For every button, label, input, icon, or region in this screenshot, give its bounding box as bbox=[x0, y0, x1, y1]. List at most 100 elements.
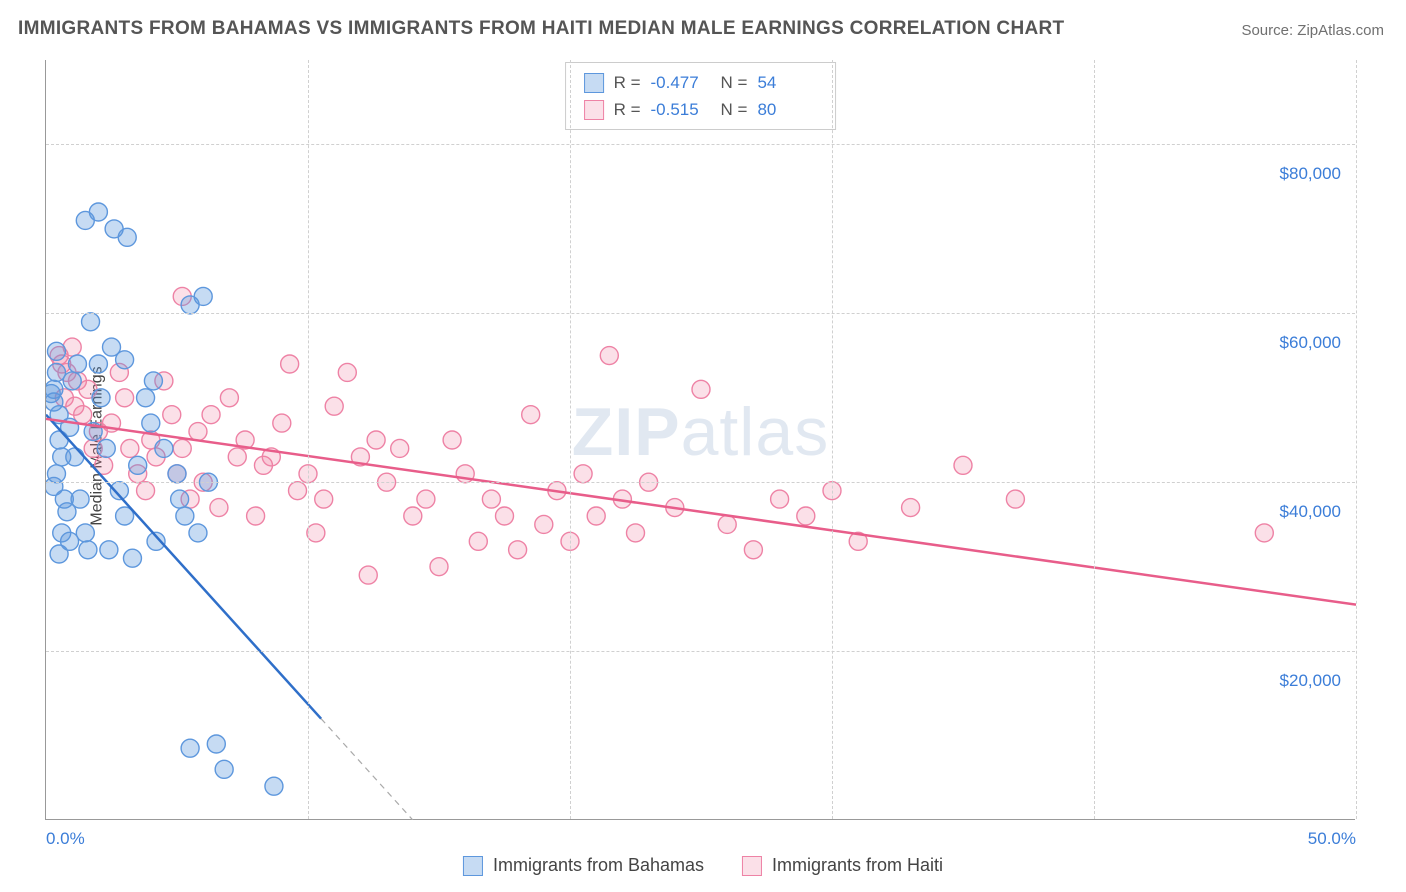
data-point bbox=[76, 524, 94, 542]
data-point bbox=[63, 372, 81, 390]
legend-row-haiti: R = -0.515 N = 80 bbox=[584, 96, 818, 123]
data-point bbox=[89, 355, 107, 373]
y-tick-label: $20,000 bbox=[1280, 671, 1341, 691]
data-point bbox=[307, 524, 325, 542]
data-point bbox=[1006, 490, 1024, 508]
data-point bbox=[79, 541, 97, 559]
data-point bbox=[1255, 524, 1273, 542]
data-point bbox=[744, 541, 762, 559]
gridline-h bbox=[46, 651, 1355, 652]
data-point bbox=[118, 228, 136, 246]
data-point bbox=[522, 406, 540, 424]
data-point bbox=[417, 490, 435, 508]
data-point bbox=[100, 541, 118, 559]
trend-line-haiti bbox=[46, 419, 1356, 605]
data-point bbox=[171, 490, 189, 508]
data-point bbox=[367, 431, 385, 449]
data-point bbox=[496, 507, 514, 525]
data-point bbox=[173, 439, 191, 457]
data-point bbox=[168, 465, 186, 483]
gridline-h bbox=[46, 313, 1355, 314]
legend-item-haiti: Immigrants from Haiti bbox=[742, 855, 943, 876]
data-point bbox=[771, 490, 789, 508]
data-point bbox=[797, 507, 815, 525]
data-point bbox=[718, 515, 736, 533]
data-point bbox=[142, 414, 160, 432]
data-point bbox=[627, 524, 645, 542]
data-point bbox=[600, 347, 618, 365]
data-point bbox=[535, 515, 553, 533]
data-point bbox=[265, 777, 283, 795]
legend-row-bahamas: R = -0.477 N = 54 bbox=[584, 69, 818, 96]
data-point bbox=[50, 545, 68, 563]
data-point bbox=[574, 465, 592, 483]
chart-container: IMMIGRANTS FROM BAHAMAS VS IMMIGRANTS FR… bbox=[0, 0, 1406, 892]
y-tick-label: $80,000 bbox=[1280, 164, 1341, 184]
data-point bbox=[281, 355, 299, 373]
data-point bbox=[68, 355, 86, 373]
data-point bbox=[144, 372, 162, 390]
data-point bbox=[273, 414, 291, 432]
data-point bbox=[325, 397, 343, 415]
gridline-v bbox=[832, 60, 833, 819]
data-point bbox=[315, 490, 333, 508]
legend-label-bahamas: Immigrants from Bahamas bbox=[493, 855, 704, 876]
chart-title: IMMIGRANTS FROM BAHAMAS VS IMMIGRANTS FR… bbox=[18, 18, 1064, 40]
data-point bbox=[202, 406, 220, 424]
correlation-legend: R = -0.477 N = 54 R = -0.515 N = 80 bbox=[565, 62, 837, 130]
data-point bbox=[482, 490, 500, 508]
legend-item-bahamas: Immigrants from Bahamas bbox=[463, 855, 704, 876]
x-tick-label: 0.0% bbox=[46, 829, 85, 849]
data-point bbox=[71, 490, 89, 508]
x-tick-label: 50.0% bbox=[1308, 829, 1356, 849]
data-point bbox=[692, 380, 710, 398]
plot-area: ZIPatlas R = -0.477 N = 54 R = -0.515 N … bbox=[45, 60, 1355, 820]
data-point bbox=[189, 524, 207, 542]
gridline-v bbox=[308, 60, 309, 819]
gridline-v bbox=[1356, 60, 1357, 819]
data-point bbox=[404, 507, 422, 525]
data-point bbox=[123, 549, 141, 567]
swatch-bahamas-bottom bbox=[463, 856, 483, 876]
data-point bbox=[391, 439, 409, 457]
data-point bbox=[82, 313, 100, 331]
legend-label-haiti: Immigrants from Haiti bbox=[772, 855, 943, 876]
data-point bbox=[338, 363, 356, 381]
data-point bbox=[902, 499, 920, 517]
data-point bbox=[954, 456, 972, 474]
swatch-haiti bbox=[584, 100, 604, 120]
data-point bbox=[220, 389, 238, 407]
data-point bbox=[509, 541, 527, 559]
data-point bbox=[207, 735, 225, 753]
data-point bbox=[137, 482, 155, 500]
series-legend: Immigrants from Bahamas Immigrants from … bbox=[463, 855, 943, 876]
data-point bbox=[247, 507, 265, 525]
data-point bbox=[194, 287, 212, 305]
data-point bbox=[181, 739, 199, 757]
data-point bbox=[228, 448, 246, 466]
data-point bbox=[163, 406, 181, 424]
data-point bbox=[176, 507, 194, 525]
data-point bbox=[210, 499, 228, 517]
data-point bbox=[587, 507, 605, 525]
swatch-haiti-bottom bbox=[742, 856, 762, 876]
data-point bbox=[116, 389, 134, 407]
data-point bbox=[66, 448, 84, 466]
data-point bbox=[155, 439, 173, 457]
y-tick-label: $40,000 bbox=[1280, 502, 1341, 522]
data-point bbox=[443, 431, 461, 449]
plot-svg bbox=[46, 60, 1356, 820]
data-point bbox=[430, 558, 448, 576]
data-point bbox=[116, 351, 134, 369]
gridline-h bbox=[46, 482, 1355, 483]
gridline-h bbox=[46, 144, 1355, 145]
data-point bbox=[129, 456, 147, 474]
data-point bbox=[469, 532, 487, 550]
gridline-v bbox=[570, 60, 571, 819]
data-point bbox=[97, 439, 115, 457]
source-label: Source: ZipAtlas.com bbox=[1241, 22, 1384, 39]
data-point bbox=[121, 439, 139, 457]
data-point bbox=[137, 389, 155, 407]
data-point bbox=[215, 760, 233, 778]
data-point bbox=[76, 211, 94, 229]
